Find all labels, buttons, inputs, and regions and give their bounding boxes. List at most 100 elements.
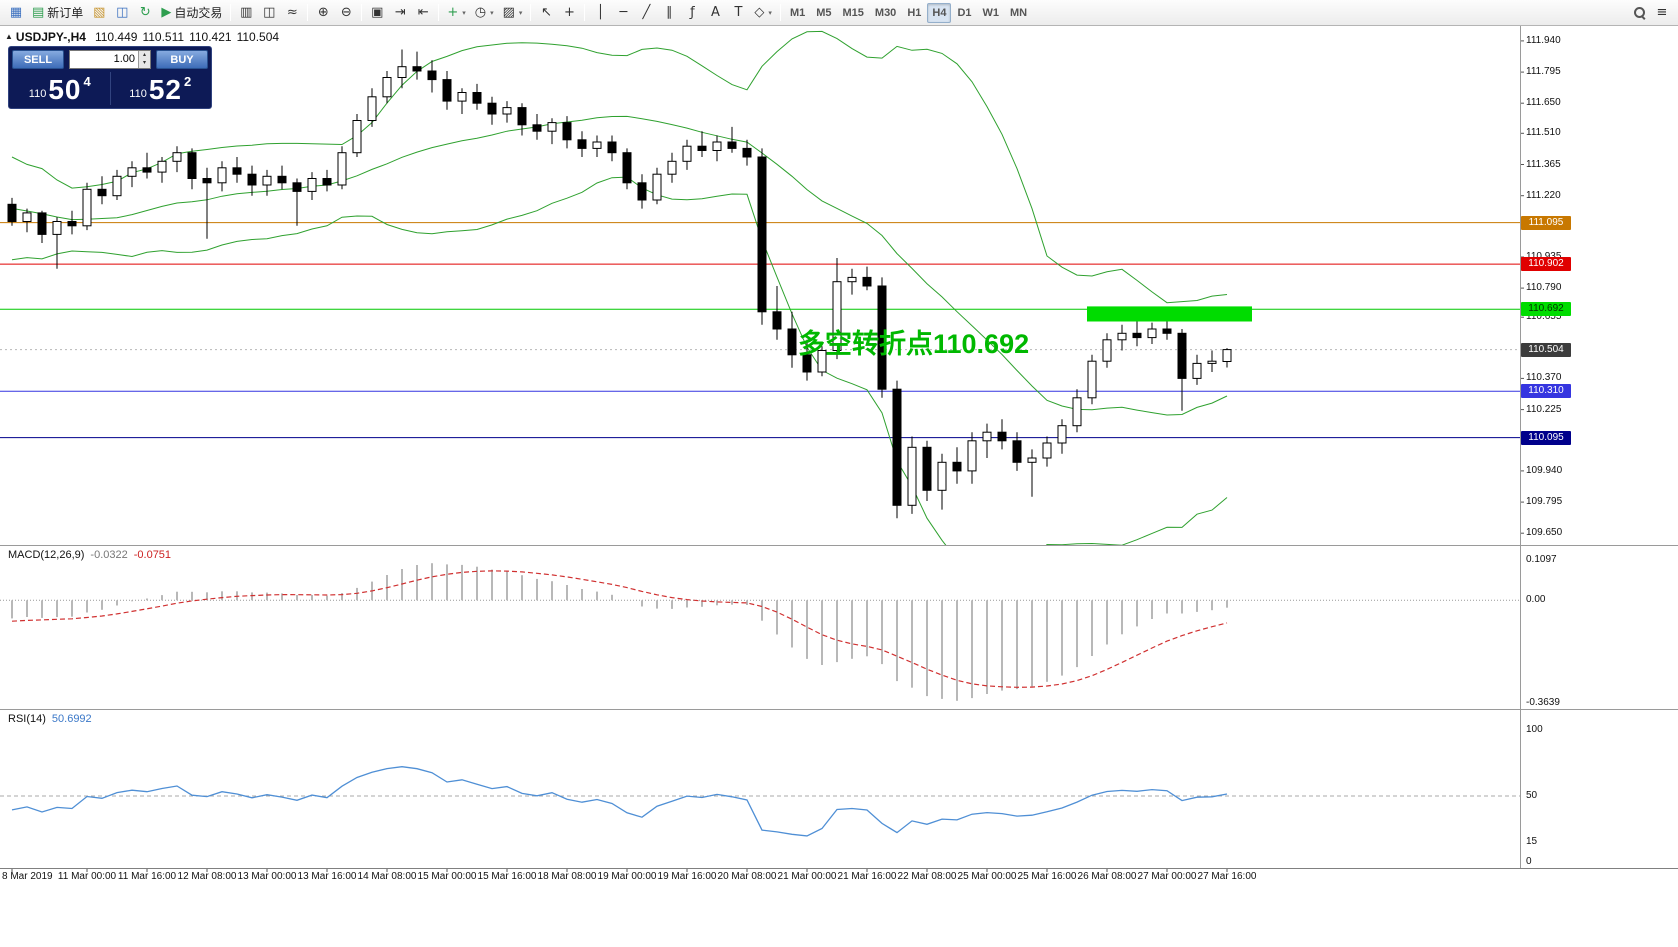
buy-button[interactable]: BUY [156,50,208,69]
refresh-button[interactable]: ↻ [134,2,156,24]
text-button[interactable]: A [704,2,726,24]
buy-price-head: 110 [129,88,147,100]
crosshair-icon: + [563,5,575,20]
volume-down-button[interactable]: ▾ [139,59,150,68]
zoom-in-button[interactable]: ⊕ [312,2,334,24]
zoom-out-button[interactable]: ⊖ [335,2,357,24]
autotrading-icon: ▶ [161,5,172,20]
volume-up-button[interactable]: ▴ [139,51,150,60]
macd-value-main: -0.0322 [90,549,128,561]
bar-chart-button[interactable]: ▥ [235,2,257,24]
profiles-button[interactable]: ▧ [88,2,110,24]
buy-price-big: 52 [148,74,182,105]
timeframe-h1[interactable]: H1 [902,3,926,23]
sell-price[interactable]: 110 50 4 [12,72,108,105]
chart-shift-button[interactable]: ⇤ [412,2,434,24]
tile-windows-button[interactable]: ▣ [366,2,388,24]
charts-window-button[interactable]: ▦ [5,2,27,24]
bar-chart-icon: ▥ [240,5,253,20]
periods-icon: ◷ [474,5,487,20]
shapes-icon: ◇ [754,5,765,20]
timeframe-m15[interactable]: M15 [838,3,869,23]
rsi-name: RSI(14) [8,713,46,725]
charts-window-icon: ▦ [9,5,23,20]
templates-button[interactable]: ▨ ▾ [499,2,527,24]
symbol-period: USDJPY-,H4 [15,30,86,44]
refresh-icon: ↻ [139,5,151,20]
buy-price-sup: 2 [183,74,192,89]
buy-price[interactable]: 110 52 2 [113,72,209,105]
label-icon: T [734,5,743,20]
toolbar-separator [438,4,440,21]
vertical-line-button[interactable]: │ [589,2,611,24]
crosshair-button[interactable]: + [558,2,580,24]
menu-icon: ≡ [1656,5,1668,20]
candlestick-chart-icon: ◫ [263,5,276,20]
auto-scroll-icon: ⇥ [394,5,406,20]
cursor-button[interactable]: ↖ [535,2,557,24]
channel-button[interactable]: ∥ [658,2,680,24]
trendline-icon: ╱ [642,5,651,20]
market-watch-icon: ◫ [116,5,129,20]
dropdown-arrow-icon: ▾ [490,9,494,17]
timeframe-h4[interactable]: H4 [927,2,952,23]
new-order-button-label: 新订单 [47,6,84,20]
fibonacci-button[interactable]: ƒ [681,2,703,24]
chart-quote-title: ▲ USDJPY-,H4 110.449 110.511 110.421 110.504 [5,30,284,44]
autotrading-button[interactable]: ▶ 自动交易 [157,2,226,24]
search-button[interactable] [1628,2,1650,24]
macd-signal-line [11,570,1228,688]
trendline-button[interactable]: ╱ [635,2,657,24]
timeframe-d1[interactable]: D1 [952,3,976,23]
rsi-indicator-label: RSI(14) 50.6992 [8,713,92,725]
panel-separator[interactable] [0,545,1678,546]
horizontal-line-button[interactable]: ─ [612,2,634,24]
volume-input[interactable]: 1.00 [113,53,135,65]
scale-ticks [11,40,1524,872]
quote-low: 110.421 [189,30,232,44]
horizontal-line-icon: ─ [619,5,628,20]
autotrading-button-label: 自动交易 [174,6,223,20]
volume-input-group[interactable]: 1.00 ▴ ▾ [69,50,151,69]
label-button[interactable]: T [727,2,749,24]
symbol-marker-icon: ▲ [5,32,13,41]
toolbar-separator [361,4,363,21]
time-axis-line [0,868,1678,869]
new-chart-button[interactable]: + ▾ [443,2,469,24]
toolbar-separator [530,4,532,21]
toolbar-separator [779,4,781,21]
new-chart-icon: + [447,5,459,20]
line-chart-icon: ≈ [286,5,298,20]
timeframe-m1[interactable]: M1 [785,3,810,23]
vertical-line-icon: │ [596,5,605,20]
macd-value-signal: -0.0751 [133,549,172,561]
shapes-button[interactable]: ◇ ▾ [750,2,776,24]
toolbar-separator [584,4,586,21]
timeframe-m30[interactable]: M30 [870,3,901,23]
bollinger-bands [11,30,1228,545]
new-order-icon: ▤ [32,5,45,20]
highlight-rectangle[interactable] [1087,306,1252,322]
timeframe-w1[interactable]: W1 [978,3,1005,23]
macd-indicator-label: MACD(12,26,9) -0.0322 -0.0751 [8,549,171,561]
chart-annotation-text[interactable]: 多空转折点110.692 [798,329,1030,359]
periods-button[interactable]: ◷ ▾ [471,2,498,24]
timeframe-mn[interactable]: MN [1005,3,1032,23]
panel-separator[interactable] [0,709,1678,710]
auto-scroll-button[interactable]: ⇥ [389,2,411,24]
market-watch-button[interactable]: ◫ [111,2,133,24]
text-icon: A [710,5,720,20]
macd-name: MACD(12,26,9) [8,549,85,561]
timeframe-m5[interactable]: M5 [811,3,836,23]
sell-button[interactable]: SELL [12,50,64,69]
zoom-out-icon: ⊖ [340,5,352,20]
line-chart-button[interactable]: ≈ [281,2,303,24]
menu-button[interactable]: ≡ [1651,2,1673,24]
candlestick-chart-button[interactable]: ◫ [258,2,280,24]
zoom-in-icon: ⊕ [317,5,329,20]
cursor-icon: ↖ [540,5,552,20]
tile-windows-icon: ▣ [371,5,384,20]
new-order-button[interactable]: ▤ 新订单 [28,2,87,24]
templates-icon: ▨ [502,5,515,20]
